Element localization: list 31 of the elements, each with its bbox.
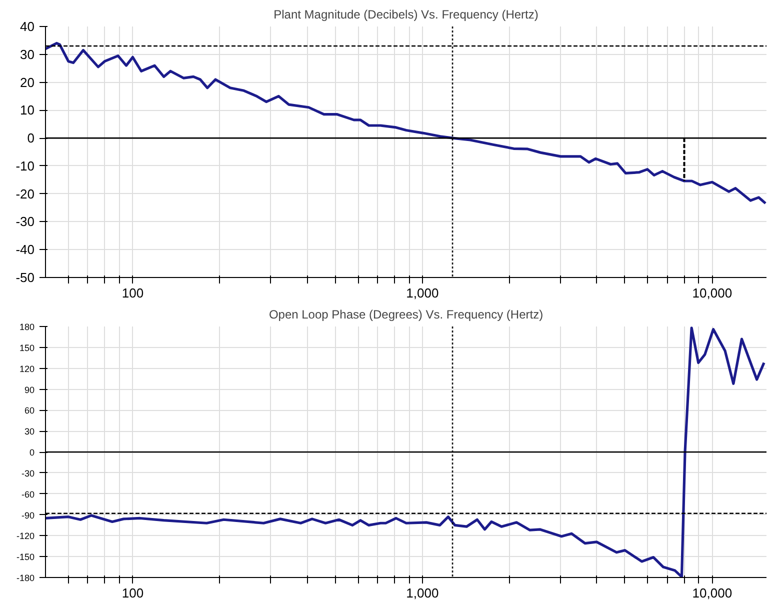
x-tick-label: 1,000 (406, 286, 439, 300)
y-tick-label: 20 (20, 74, 35, 90)
y-tick-label: 0 (29, 448, 35, 458)
y-tick-label: 150 (19, 342, 35, 353)
y-tick-label: 60 (24, 406, 35, 416)
x-tick-label: 10,000 (692, 286, 732, 300)
chart-title: Open Loop Phase (Degrees) Vs. Frequency (Hertz) (268, 308, 544, 322)
chart-title: Plant Magnitude (Decibels) Vs. Frequency (Hertz) (274, 8, 538, 22)
x-tick-label: 1,000 (406, 586, 439, 600)
y-tick-label: -10 (16, 158, 35, 174)
x-tick-label: 100 (122, 286, 144, 300)
y-tick-label: -30 (21, 468, 35, 478)
y-tick-label: 120 (19, 364, 35, 374)
y-tick-label: -180 (16, 573, 34, 583)
y-tick-label: 180 (19, 322, 35, 332)
y-tick-label: 10 (20, 102, 35, 118)
y-tick-label: 40 (20, 19, 35, 34)
y-tick-label: -50 (16, 270, 35, 285)
y-tick-label: -60 (21, 489, 35, 500)
y-tick-label: -120 (16, 531, 34, 542)
y-tick-label: -150 (16, 552, 34, 562)
y-tick-label: -90 (21, 510, 35, 520)
y-tick-label: 30 (24, 426, 35, 437)
y-tick-label: -20 (16, 186, 35, 202)
y-tick-label: -30 (16, 214, 35, 230)
y-tick-label: -40 (16, 242, 35, 258)
y-tick-label: 30 (20, 46, 35, 62)
y-tick-label: 90 (24, 384, 35, 395)
x-tick-label: 10,000 (692, 586, 732, 600)
y-tick-label: 0 (27, 130, 35, 146)
x-tick-label: 100 (122, 586, 144, 600)
